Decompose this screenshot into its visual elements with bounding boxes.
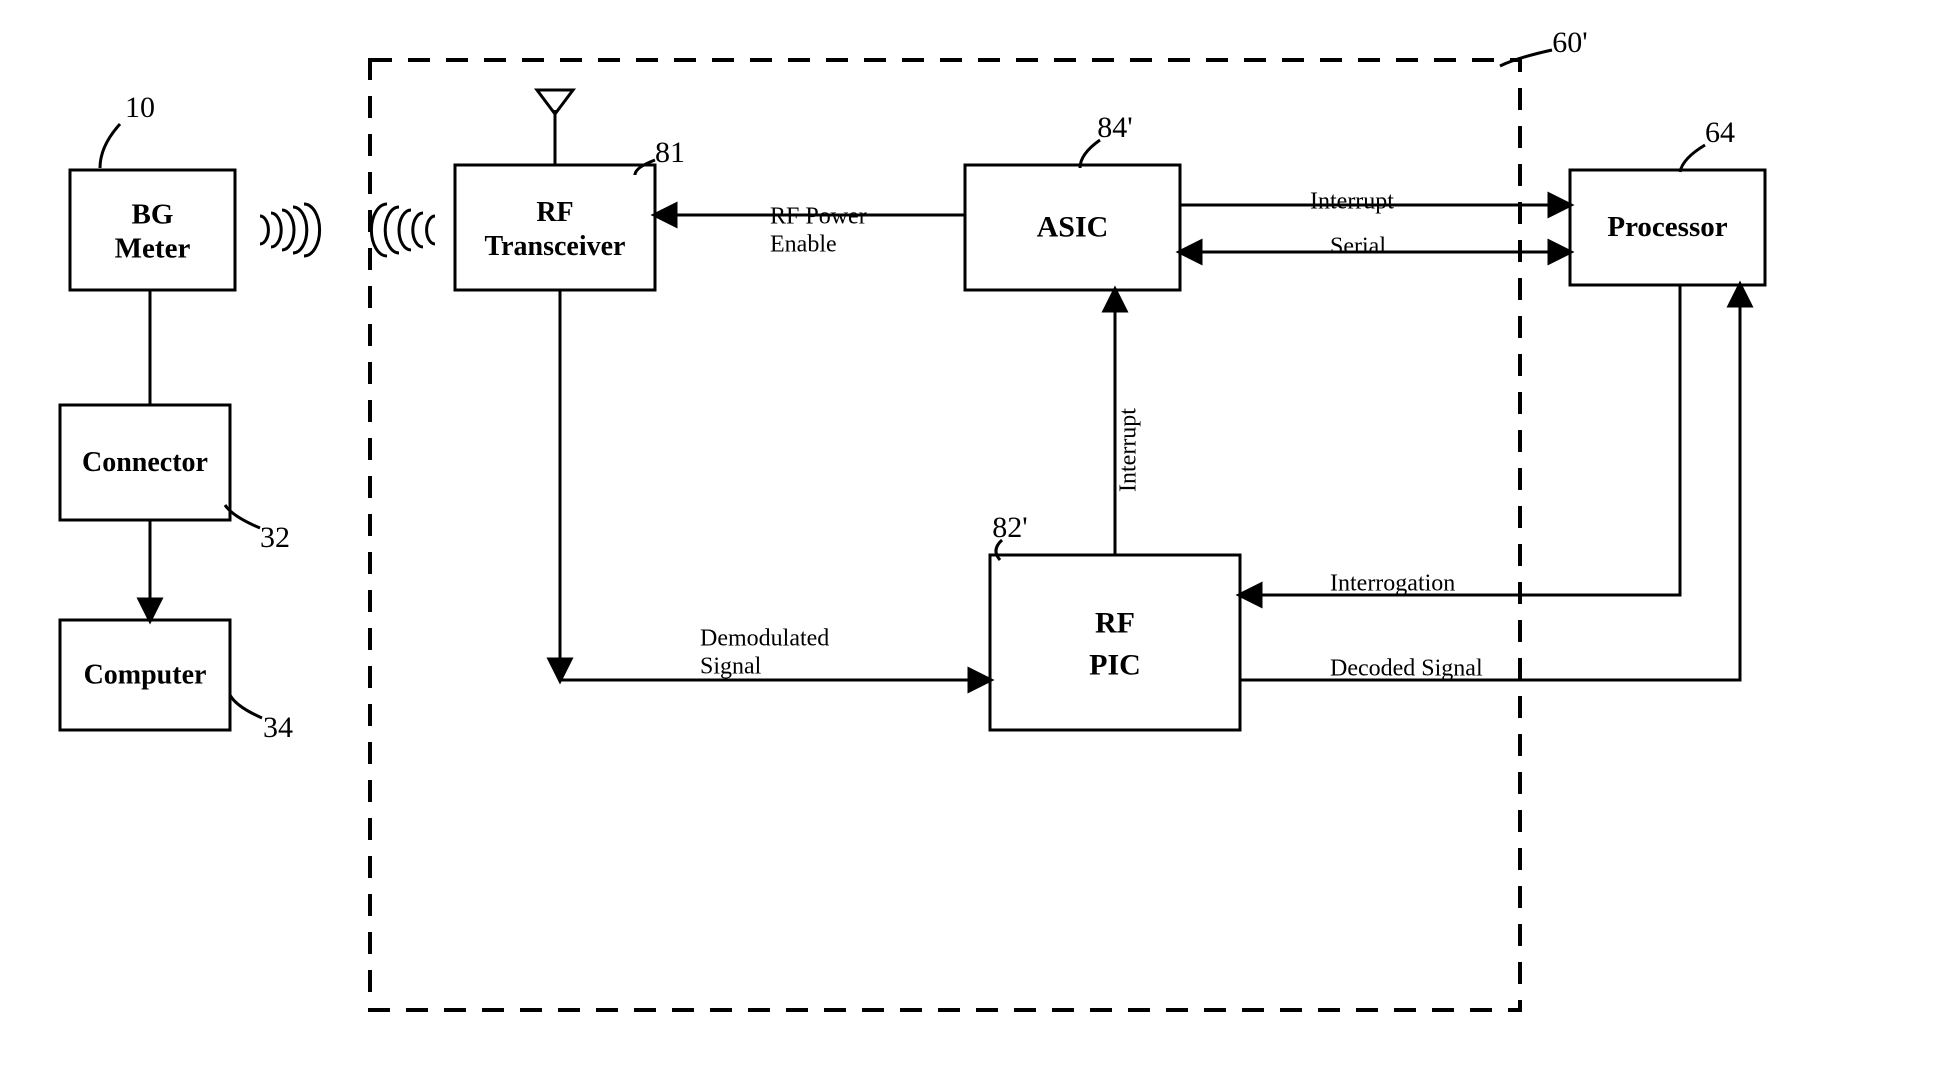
edge-label-asic_proc_serial: Serial: [1330, 234, 1386, 260]
bg_meter-label-1: BG: [132, 199, 174, 231]
ref-rf_trx: 81: [655, 136, 685, 169]
ref-tail-processor: [1680, 145, 1705, 172]
connector-label: Connector: [82, 447, 208, 478]
edge-label-asic_to_rf-1: RF Power: [770, 204, 867, 230]
edge-proc_to_rfpic_inter: [1240, 285, 1680, 595]
edge-label-demod-1: Demodulated: [700, 626, 829, 652]
computer-label: Computer: [84, 659, 207, 690]
rf-wave: [399, 210, 411, 250]
ref-connector: 32: [260, 521, 290, 554]
edge-label-asic_to_rf-2: Enable: [770, 232, 837, 258]
asic-label: ASIC: [1037, 210, 1109, 243]
rf_trx-label-2: Transceiver: [485, 231, 626, 262]
ref-computer: 34: [263, 711, 293, 744]
rf-wave: [260, 216, 268, 244]
rf-wave: [427, 216, 435, 244]
ref-asic: 84': [1097, 111, 1132, 144]
edge-label-asic_to_proc_int: Interrupt: [1310, 189, 1394, 215]
rf-wave: [385, 207, 399, 253]
rf-wave: [271, 213, 281, 247]
ref-boundary: 60': [1552, 26, 1587, 59]
rf_pic-label-2: PIC: [1089, 648, 1141, 681]
rf_pic-label-1: RF: [1095, 606, 1135, 639]
rf_trx-label-1: RF: [536, 197, 573, 228]
edge-label-proc_to_rfpic_inter: Interrogation: [1330, 571, 1455, 597]
ref-tail-bg_meter: [100, 124, 120, 168]
edge-label-rfpic_to_asic: Interrupt: [1116, 408, 1142, 492]
rf-wave: [413, 213, 423, 247]
ref-tail-boundary: [1500, 50, 1552, 66]
edge-rfpic_to_proc_dec: [1240, 285, 1740, 680]
ref-tail-computer: [230, 695, 262, 718]
ref-rf_pic: 82': [992, 511, 1027, 544]
rf_pic-box: [990, 555, 1240, 730]
edge-label-rfpic_to_proc_dec: Decoded Signal: [1330, 656, 1483, 682]
ref-processor: 64: [1705, 116, 1735, 149]
edge-label-demod-2: Signal: [700, 654, 762, 680]
processor-label: Processor: [1607, 211, 1727, 243]
rf-wave: [282, 210, 294, 250]
bg_meter-label-2: Meter: [115, 233, 191, 265]
ref-bg_meter: 10: [125, 91, 155, 124]
